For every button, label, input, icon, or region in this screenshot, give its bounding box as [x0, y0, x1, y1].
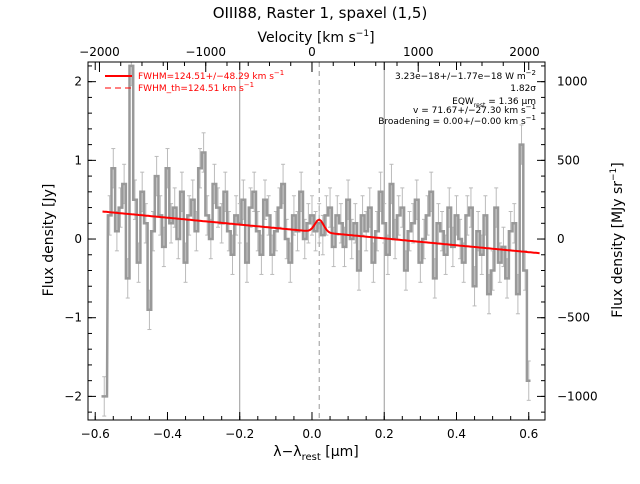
plot-frame: [87, 61, 546, 421]
velocity-tick-label: 1000: [403, 45, 434, 59]
spectrum: [101, 64, 531, 398]
velocity-tick-label: 0: [308, 45, 316, 59]
y-tick-label: 2: [74, 75, 82, 89]
y-axis-label-left: Flux density [Jy]: [41, 184, 57, 297]
x-axis-label-bottom: λ−λrest [μm]: [273, 444, 358, 463]
chart-title: OIII88, Raster 1, spaxel (1,5): [213, 4, 428, 22]
x-tick-label: 0.0: [302, 427, 321, 441]
fit-curve: [102, 210, 540, 255]
annotation-eqw: EQWrest = 1.36 μm: [452, 97, 536, 109]
y-tick-label: 0: [74, 232, 82, 246]
annotation-broadening: Broadening = 0.00+/−0.00 km s−1: [378, 114, 536, 127]
spectrum-line: [101, 64, 531, 398]
x-tick-label: −0.6: [81, 427, 110, 441]
x-axis-label-top: Velocity [km s−1]: [257, 29, 374, 46]
legend: FWHM=124.51+/−48.29 km s−1 FWHM_th=124.5…: [105, 69, 284, 94]
annotation-velocity: v = 71.67+/−27.30 km s−1: [413, 103, 536, 116]
y-tick-label: −1: [64, 311, 82, 325]
y-right-tick-label: 500: [557, 153, 580, 167]
velocity-tick-label: 2000: [509, 45, 540, 59]
x-tick-label: −0.2: [225, 427, 254, 441]
y-right-tick-label: 1000: [557, 75, 588, 89]
y-right-tick-label: −500: [557, 311, 590, 325]
x-axis-top: −2000 −1000 0 1000 2000: [79, 45, 540, 72]
legend-label-fwhm-th: FWHM_th=124.51 km s−1: [138, 81, 254, 94]
velocity-tick-label: −2000: [79, 45, 120, 59]
y-tick-label: 1: [74, 153, 82, 167]
fit-line: [102, 210, 540, 255]
x-tick-label: 0.4: [447, 427, 466, 441]
y-right-tick-label: −1000: [557, 389, 598, 403]
y-tick-label: −2: [64, 389, 82, 403]
x-tick-label: −0.4: [153, 427, 182, 441]
y-right-tick-label: 0: [557, 232, 565, 246]
y-axis-label-right: Flux density [MJy sr−1]: [609, 162, 626, 318]
annotation-significance: 1.82σ: [510, 84, 536, 94]
legend-label-fwhm: FWHM=124.51+/−48.29 km s−1: [138, 69, 284, 82]
annotation-line-flux: 3.23e−18+/−1.77e−18 W m−2: [395, 69, 536, 82]
x-tick-label: 0.2: [375, 427, 394, 441]
y-axis-right: −1000 −500 0 500 1000: [537, 65, 598, 413]
y-axis-left: −2 −1 0 1 2: [64, 65, 96, 413]
fit-annotations: 3.23e−18+/−1.77e−18 W m−2 1.82σ EQWrest …: [378, 69, 536, 127]
x-axis-bottom: −0.6 −0.4 −0.2 0.0 0.2 0.4 0.6: [81, 62, 538, 441]
x-tick-label: 0.6: [519, 427, 538, 441]
velocity-tick-label: −1000: [185, 45, 226, 59]
